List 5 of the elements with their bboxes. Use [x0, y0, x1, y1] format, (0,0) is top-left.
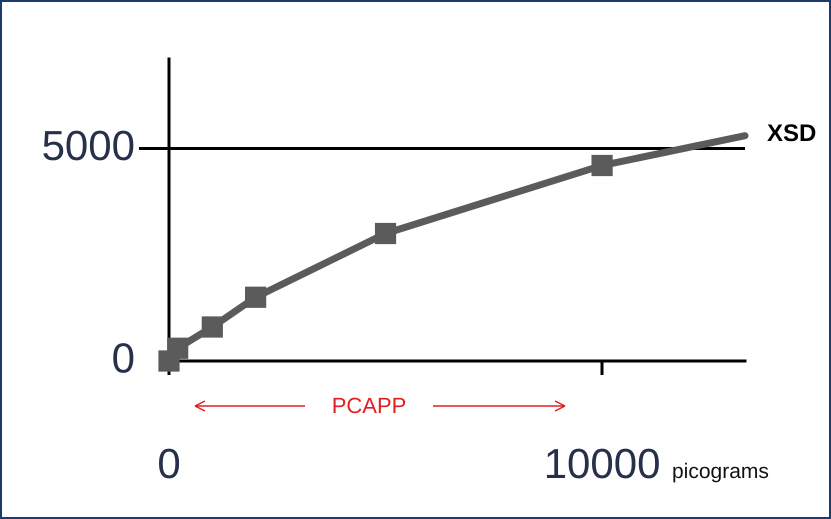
ref-line-label: XSD: [767, 120, 816, 148]
y-tick-label: 5000: [42, 122, 135, 170]
text: PCAPP: [332, 393, 406, 418]
x-axis-title: picograms: [672, 460, 769, 483]
x-tick-label: 10000: [544, 440, 660, 487]
